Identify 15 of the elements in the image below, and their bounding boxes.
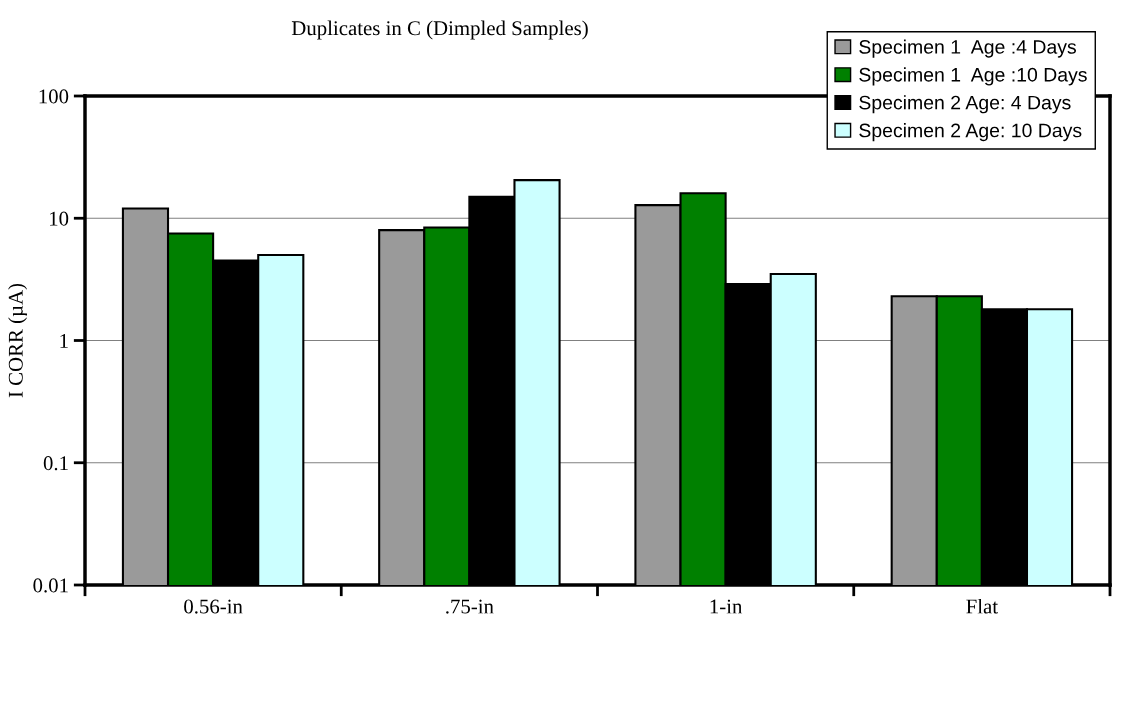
legend-label: Specimen 2 Age: 4 Days xyxy=(859,95,1071,114)
y-tick-label: 0.1 xyxy=(43,456,68,471)
y-tick-label: 100 xyxy=(39,89,69,104)
y-tick-label: 0.01 xyxy=(33,578,68,593)
legend-label: Specimen 2 Age: 10 Days xyxy=(859,123,1082,142)
x-tick-label: .75-in xyxy=(446,599,494,614)
y-tick-label: 10 xyxy=(50,211,69,226)
x-tick-label: 0.56-in xyxy=(184,599,243,614)
chart-title: Duplicates in C (Dimpled Samples) xyxy=(291,20,588,40)
legend-label: Specimen 1 Age :4 Days xyxy=(859,39,1076,58)
x-tick-label: Flat xyxy=(966,598,998,614)
y-tick-label: 1 xyxy=(60,333,68,348)
y-axis-title: I CORR (µA) xyxy=(8,283,28,398)
x-tick-label: 1-in xyxy=(710,599,743,614)
legend-label: Specimen 1 Age :10 Days xyxy=(859,67,1087,86)
